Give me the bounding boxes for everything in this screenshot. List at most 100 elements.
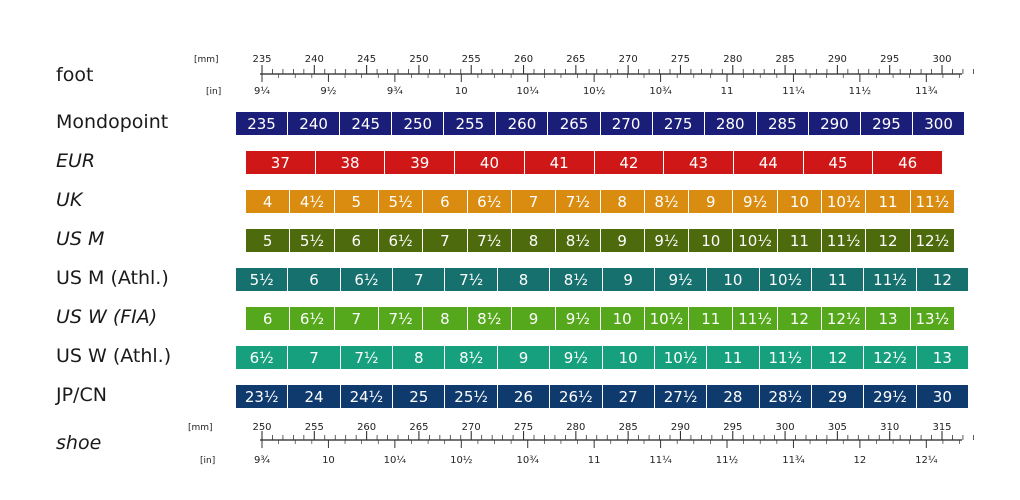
in-unit-label: [in]	[206, 87, 221, 97]
size-cell: 8½	[556, 229, 601, 252]
size-cell: 7½	[556, 190, 601, 213]
size-cell: 13	[932, 348, 952, 367]
size-cell: 8	[512, 229, 557, 252]
size-cell: 13	[866, 307, 911, 330]
size-cell: 5	[246, 229, 291, 252]
size-cell: 25½	[445, 385, 498, 408]
row-label: US W (FIA)	[56, 306, 158, 328]
size-cell: 8	[601, 190, 645, 213]
foot-label: foot	[56, 64, 94, 86]
size-cell: 12	[812, 346, 865, 369]
size-cell: 10	[689, 229, 734, 252]
mm-tick-label: 265	[409, 422, 428, 433]
mm-tick-label: 300	[776, 422, 795, 433]
size-cell: 10½	[760, 268, 812, 291]
size-cell: 8½	[468, 307, 512, 330]
size-cell: 6	[335, 229, 379, 252]
mm-tick-label: 275	[671, 54, 690, 65]
mm-tick-label: 310	[880, 422, 899, 433]
shoe-length-ruler: [mm] [in] 250 255 260 265 270 275 280 285 290 295 30…	[188, 422, 974, 466]
size-cell: 12½	[915, 231, 950, 250]
mm-tick-label: 270	[462, 422, 481, 433]
size-cell: 9½	[733, 190, 778, 213]
size-cell: 8	[423, 307, 468, 330]
size-cell: 280	[705, 112, 757, 135]
in-tick-label: 10¼	[517, 85, 540, 97]
row-label: EUR	[56, 150, 96, 172]
size-cell: 11	[866, 190, 911, 213]
mm-tick-label: 260	[357, 422, 376, 433]
size-cell: 13½	[915, 309, 950, 328]
size-cell: 10	[778, 190, 823, 213]
mm-unit-label: [mm]	[188, 423, 213, 433]
row-label: Mondopoint	[56, 111, 169, 133]
size-cell: 11	[707, 346, 760, 369]
size-cell: 9	[603, 268, 655, 291]
mm-tick-label: 315	[932, 422, 951, 433]
mm-tick-label: 270	[619, 54, 638, 65]
size-cell: 11½	[864, 268, 917, 291]
size-cell: 6½	[379, 229, 424, 252]
size-cell: 6½	[236, 346, 289, 369]
in-tick-label: 10¼	[384, 454, 407, 466]
size-bar: 6½ 7 7½ 8 8½ 9 9½ 10 10½ 11 11½ 12 12½ 13	[236, 346, 968, 369]
size-cell: 7	[335, 307, 379, 330]
size-cell: 28½	[760, 385, 812, 408]
in-tick-label: 11¼	[782, 85, 805, 97]
foot-length-ruler: [mm] [in] 235 240 245 250 255 260 265 270 275 280 28…	[194, 54, 974, 97]
size-cell: 6½	[290, 307, 335, 330]
size-cell: 11½	[733, 307, 778, 330]
size-cell: 10	[603, 346, 655, 369]
size-cell: 10	[601, 307, 645, 330]
in-unit-label: [in]	[200, 456, 215, 466]
in-tick-label: 10	[322, 455, 335, 466]
size-cell: 7	[423, 229, 468, 252]
size-cell: 8	[393, 346, 446, 369]
size-cell: 260	[496, 112, 549, 135]
size-cell: 40	[455, 151, 525, 174]
size-cell: 26	[498, 385, 551, 408]
mm-tick-label: 250	[409, 54, 428, 65]
in-tick-label: 12¼	[915, 454, 938, 466]
shoe-label: shoe	[56, 432, 102, 454]
size-cell: 7½	[379, 307, 424, 330]
mm-tick-label: 280	[566, 422, 585, 433]
size-cell: 9½	[550, 346, 603, 369]
size-cell: 10½	[645, 307, 690, 330]
size-cell: 8½	[645, 190, 690, 213]
in-tick-label: 11	[588, 455, 601, 466]
size-cell: 7	[393, 268, 446, 291]
size-cell: 9	[512, 307, 557, 330]
size-cell: 37	[246, 151, 316, 174]
size-cell: 42	[595, 151, 665, 174]
in-tick-label: 11¼	[649, 454, 672, 466]
size-cell: 29½	[864, 385, 917, 408]
size-cell: 11	[778, 229, 823, 252]
size-cell: 9½	[556, 307, 601, 330]
size-bar: 5½ 6 6½ 7 7½ 8 8½ 9 9½ 10 10½ 11 11½ 12	[236, 268, 968, 291]
row-label: US M	[56, 228, 105, 250]
size-cell: 11½	[822, 229, 867, 252]
in-tick-label: 11¾	[782, 455, 805, 466]
size-cell: 270	[601, 112, 653, 135]
size-cell: 4½	[290, 190, 335, 213]
size-cell: 10½	[822, 190, 867, 213]
size-cell: 12	[778, 307, 823, 330]
size-cell: 300	[924, 114, 953, 133]
mm-tick-label: 240	[305, 54, 324, 65]
mm-tick-label: 265	[566, 54, 585, 65]
size-cell: 240	[288, 112, 341, 135]
row-label: US W (Athl.)	[56, 345, 172, 367]
size-cell: 46	[898, 153, 918, 172]
size-cell: 9½	[645, 229, 690, 252]
in-tick-label: 10	[455, 86, 468, 97]
size-bar: 37 38 39 40 41 42 43 44 45 46	[246, 151, 942, 174]
size-cell: 7	[512, 190, 557, 213]
mm-tick-label: 290	[671, 422, 690, 433]
size-cell: 5	[335, 190, 379, 213]
mm-tick-label: 295	[880, 54, 899, 65]
mm-tick-label: 235	[252, 54, 271, 65]
size-cell: 285	[757, 112, 809, 135]
size-cell: 30	[932, 387, 952, 406]
